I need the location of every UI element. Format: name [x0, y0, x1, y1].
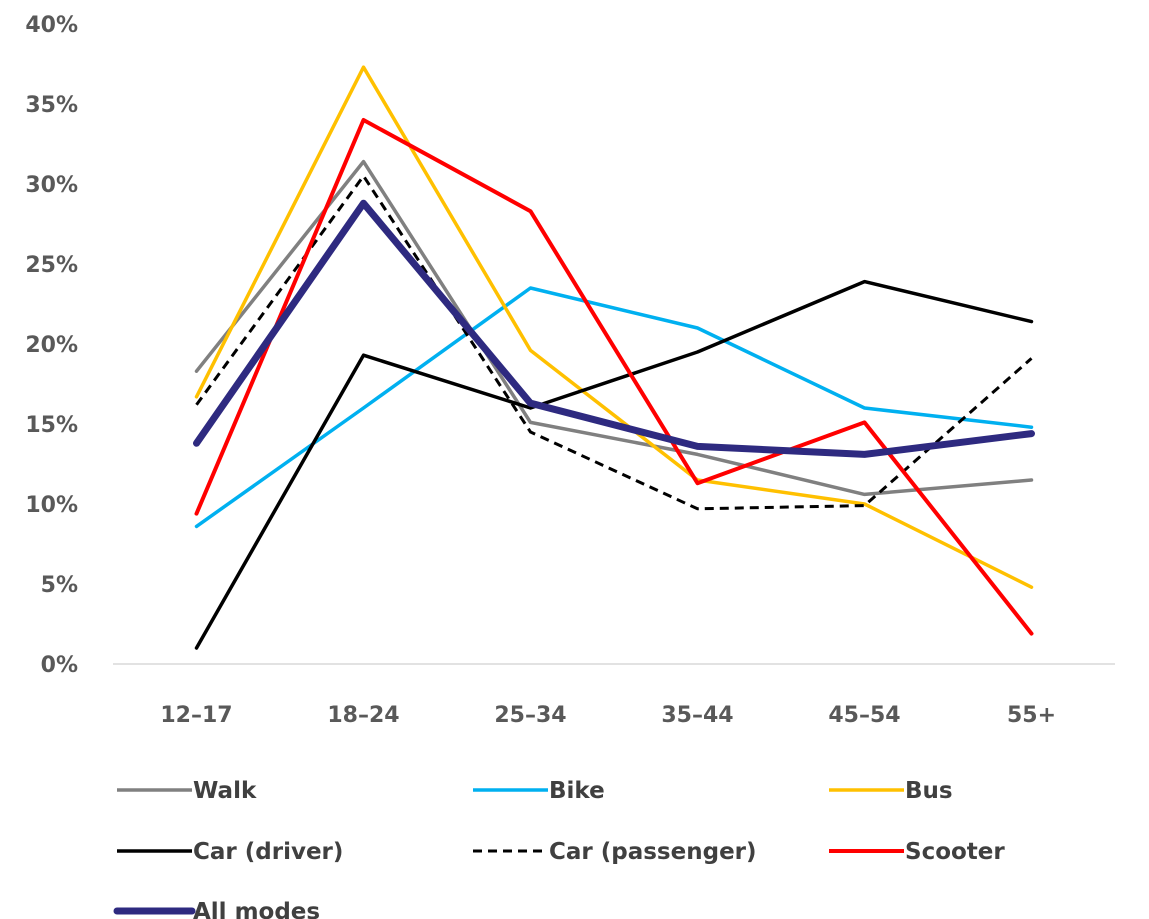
y-tick-label: 20% — [25, 333, 78, 358]
series-lines — [193, 65, 1035, 650]
y-tick-label: 40% — [25, 13, 78, 38]
series-line-car-passenger — [195, 174, 1033, 511]
y-tick-label: 0% — [41, 653, 78, 678]
x-tick-label: 35–44 — [661, 703, 733, 728]
legend-label: Scooter — [905, 839, 1005, 865]
x-tick-label: 12–17 — [160, 703, 232, 728]
y-tick-label: 25% — [25, 253, 78, 278]
y-tick-label: 30% — [25, 173, 78, 198]
legend-label: Walk — [193, 778, 257, 804]
legend-label: Car (driver) — [193, 839, 343, 865]
y-tick-label: 35% — [25, 93, 78, 118]
x-tick-label: 18–24 — [327, 703, 399, 728]
series-line-car-driver — [194, 279, 1034, 650]
series-line-scooter — [194, 118, 1034, 636]
series-line-bike — [194, 286, 1034, 529]
y-tick-label: 15% — [25, 413, 78, 438]
x-tick-label: 45–54 — [828, 703, 900, 728]
y-tick-label: 10% — [25, 493, 78, 518]
x-tick-label: 55+ — [1007, 703, 1056, 728]
legend-label: All modes — [193, 899, 320, 919]
legend-label: Bike — [549, 778, 605, 804]
x-axis-ticks: 12–17 18–24 25–34 35–44 45–54 55+ — [160, 703, 1056, 728]
x-tick-label: 25–34 — [494, 703, 566, 728]
legend: Walk Bike Bus Car (driver) Car (passenger) Sc… — [113, 778, 1005, 919]
series-line-walk — [194, 159, 1034, 497]
series-line-bus — [194, 65, 1034, 589]
y-tick-label: 5% — [41, 573, 78, 598]
series-line-all-modes — [193, 199, 1035, 458]
legend-label: Bus — [905, 778, 953, 804]
y-axis-ticks: 0% 5% 10% 15% 20% 25% 30% 35% 40% — [25, 13, 78, 678]
legend-label: Car (passenger) — [549, 839, 757, 865]
